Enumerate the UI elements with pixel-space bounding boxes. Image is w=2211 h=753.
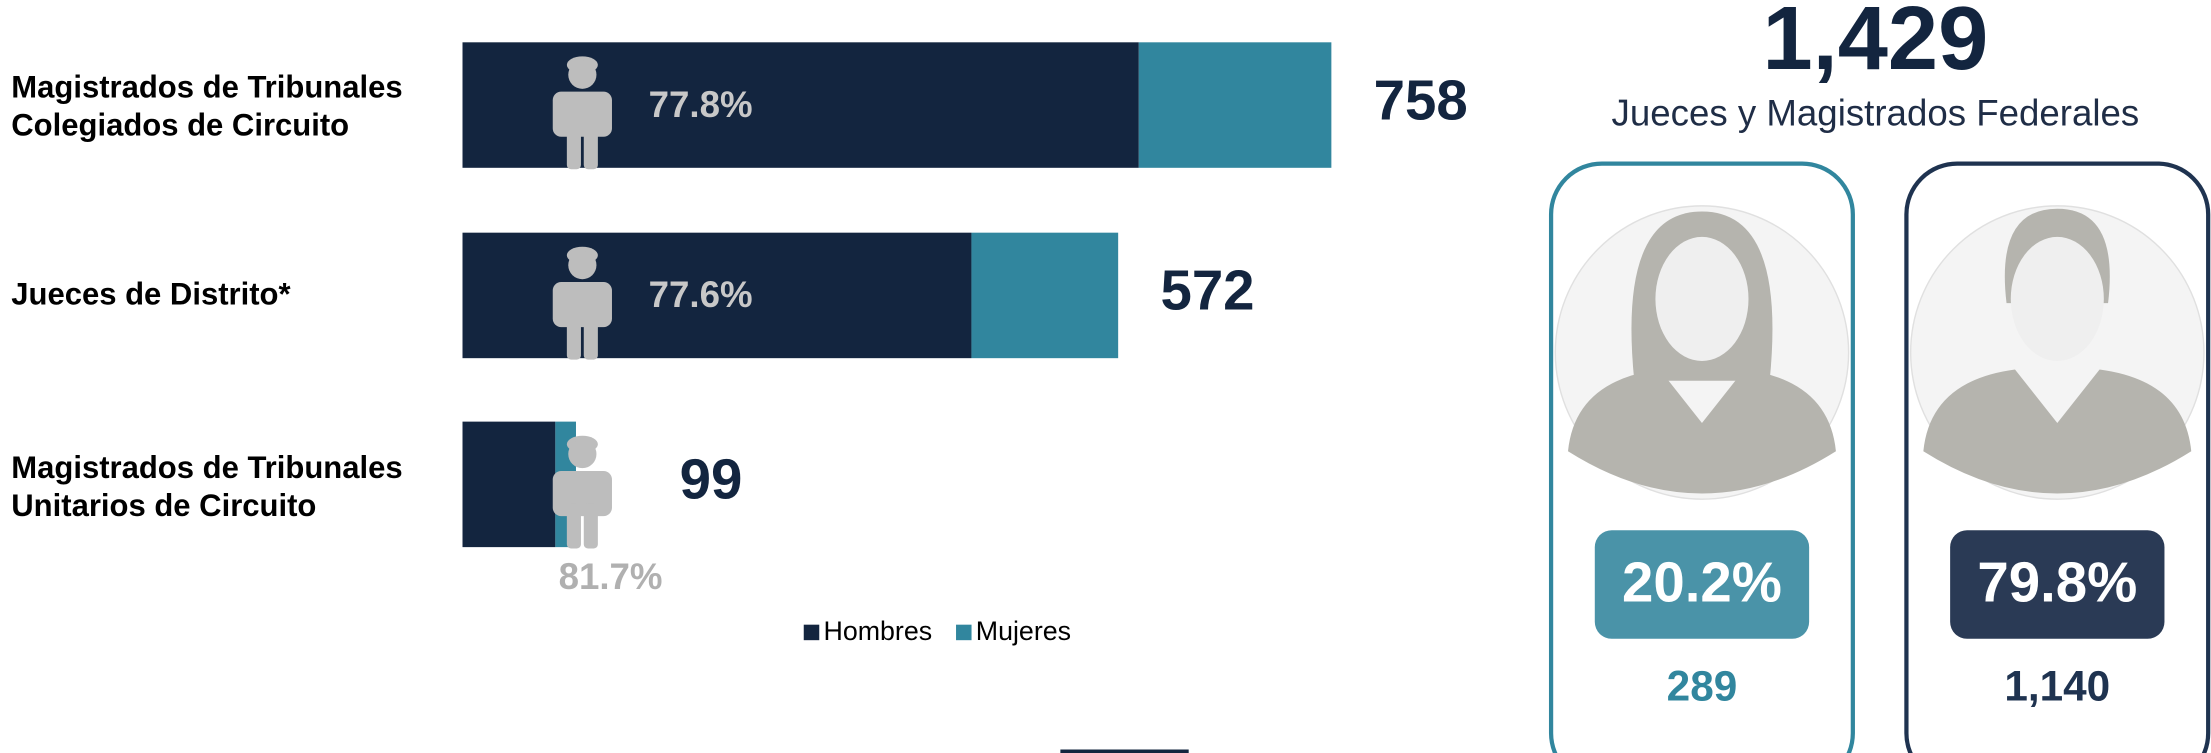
bar-segment	[1138, 42, 1332, 168]
bar-segment	[971, 232, 1119, 359]
avatar-face	[2010, 236, 2104, 361]
avatar-body	[1568, 369, 1836, 494]
total-label: 99	[680, 448, 743, 511]
card-share: 79.8%	[1977, 551, 2137, 614]
total-label: 572	[1160, 259, 1254, 322]
avatar-face	[1655, 236, 1749, 361]
category-label: Magistrados de Tribunales Unitarios de C…	[11, 449, 403, 524]
pill	[1950, 530, 2165, 639]
pill	[1594, 530, 1810, 639]
legend: Hombres Mujeres	[803, 616, 1071, 646]
category-label-text: Jueces de Distrito*	[11, 276, 291, 312]
category-label: Jueces de Distrito*	[11, 276, 291, 312]
card	[1904, 161, 2211, 753]
cards: 20.2% 289 79.8% 1,140	[1548, 161, 2211, 753]
category-label-text: Magistrados de Tribunales Unitarios de C…	[11, 449, 403, 524]
category-label-text: Magistrados de Tribunales Colegiados de …	[11, 69, 403, 143]
card	[1548, 161, 1855, 753]
bar-segment	[462, 232, 972, 359]
legend-label: Mujeres	[976, 616, 1071, 646]
bar-area: Magistrados de Tribunales Colegiados de …	[11, 42, 1468, 597]
legend-swatch	[956, 624, 972, 641]
summary-subtitle: Jueces y Magistrados Federales	[1612, 92, 2140, 133]
share-label: 81.7%	[559, 556, 663, 597]
card-share: 20.2%	[1622, 551, 1782, 614]
total-label: 758	[1374, 68, 1468, 131]
share-label: 77.6%	[649, 274, 753, 315]
bar-segment	[462, 421, 556, 548]
card-count: 289	[1667, 663, 1738, 710]
share-label: 77.8%	[649, 84, 753, 125]
legend-swatch	[803, 624, 820, 641]
avatar-body	[1923, 369, 2192, 494]
legend-label: Hombres	[823, 616, 932, 646]
card-count: 1,140	[2004, 663, 2110, 710]
category-label: Magistrados de Tribunales Colegiados de …	[11, 69, 403, 143]
summary-total: 1,429	[1762, 0, 1988, 89]
